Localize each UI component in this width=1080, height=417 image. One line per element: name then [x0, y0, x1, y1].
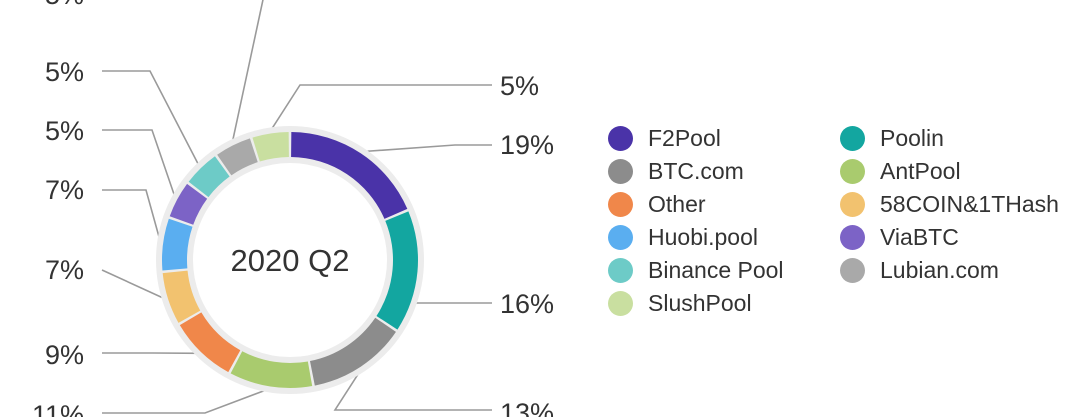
slice-huobi-pool	[161, 218, 193, 271]
slice-f2pool	[291, 132, 408, 219]
slice-viabtc	[169, 183, 208, 225]
legend-item-58coin-1thash: 58COIN&1THash	[840, 191, 1080, 218]
leader-line-slushpool	[269, 84, 492, 132]
legend-item-f2pool: F2Pool	[608, 125, 840, 152]
data-label-huobi-pool: 7%	[45, 175, 84, 205]
legend-item-antpool: AntPool	[840, 158, 1080, 185]
legend-swatch-poolin	[840, 126, 865, 151]
legend-item-binance-pool: Binance Pool	[608, 257, 840, 284]
legend-label-58coin-1thash: 58COIN&1THash	[880, 191, 1059, 217]
legend-item-huobi-pool: Huobi.pool	[608, 224, 840, 251]
data-label-slushpool: 5%	[500, 71, 539, 101]
legend-item-slushpool: SlushPool	[608, 290, 840, 317]
legend-swatch-58coin-1thash	[840, 192, 865, 217]
data-label-antpool: 11%	[32, 400, 84, 417]
data-label-58coin-1thash: 7%	[45, 255, 84, 285]
legend-swatch-antpool	[840, 159, 865, 184]
data-label-binance-pool: 5%	[45, 57, 84, 87]
data-label-other: 9%	[45, 340, 84, 370]
slice-lubian-com	[217, 138, 258, 176]
data-label-btc-com: 13%	[500, 398, 554, 417]
slice-antpool	[230, 351, 313, 388]
legend-item-other: Other	[608, 191, 840, 218]
leader-line-lubian-com	[231, 0, 264, 144]
legend-swatch-viabtc	[840, 225, 865, 250]
leader-line-huobi-pool	[102, 189, 162, 245]
legend-item-viabtc: ViaBTC	[840, 224, 1080, 251]
legend-label-poolin: Poolin	[880, 125, 944, 151]
legend-item-poolin: Poolin	[840, 125, 1080, 152]
legend-swatch-slushpool	[608, 291, 633, 316]
legend-swatch-lubian-com	[840, 258, 865, 283]
leader-line-btc-com	[333, 367, 492, 411]
legend: F2Pool Poolin BTC.com AntPool Other 58COIN&1T…	[608, 125, 1080, 317]
legend-label-antpool: AntPool	[880, 158, 961, 184]
legend-label-viabtc: ViaBTC	[880, 224, 959, 250]
center-label: 2020 Q2	[231, 243, 350, 278]
legend-label-other: Other	[648, 191, 706, 217]
legend-item-btc-com: BTC.com	[608, 158, 840, 185]
data-label-viabtc: 5%	[45, 116, 84, 146]
leader-line-antpool	[102, 387, 271, 414]
data-label-f2pool: 19%	[500, 130, 554, 160]
slice-poolin	[376, 211, 418, 330]
slice-58coin-1thash	[162, 270, 201, 323]
legend-swatch-f2pool	[608, 126, 633, 151]
leader-line-viabtc	[102, 129, 177, 199]
slice-btc-com	[309, 317, 396, 386]
legend-swatch-btc-com	[608, 159, 633, 184]
leader-line-58coin-1thash	[101, 269, 167, 301]
slice-slushpool	[252, 132, 289, 162]
leader-line-f2pool	[361, 144, 492, 153]
legend-label-btc-com: BTC.com	[648, 158, 744, 184]
legend-swatch-other	[608, 192, 633, 217]
slice-other	[179, 312, 241, 373]
leader-line-binance-pool	[102, 70, 201, 168]
data-label-poolin: 16%	[500, 289, 554, 319]
legend-label-slushpool: SlushPool	[648, 290, 752, 316]
legend-item-lubian-com: Lubian.com	[840, 257, 1080, 284]
legend-label-huobi-pool: Huobi.pool	[648, 224, 758, 250]
legend-label-binance-pool: Binance Pool	[648, 257, 784, 283]
legend-label-lubian-com: Lubian.com	[880, 257, 999, 283]
data-label-lubian-com: 5%	[45, 0, 84, 10]
slice-binance-pool	[188, 156, 230, 198]
legend-swatch-binance-pool	[608, 258, 633, 283]
legend-label-f2pool: F2Pool	[648, 125, 721, 151]
legend-swatch-huobi-pool	[608, 225, 633, 250]
